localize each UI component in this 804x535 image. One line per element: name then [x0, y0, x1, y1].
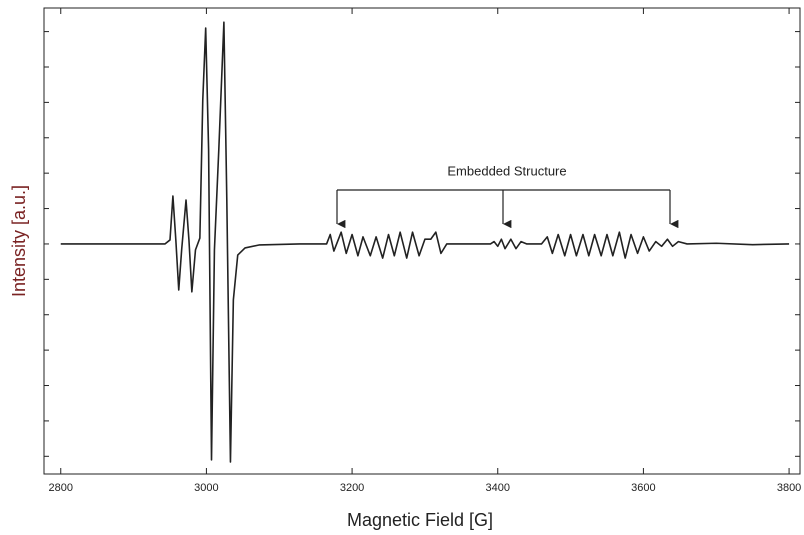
x-tick-label: 3000 — [194, 482, 218, 494]
spectrum-line — [60, 21, 790, 463]
x-tick-label: 3400 — [486, 482, 510, 494]
x-tick-label: 2800 — [49, 482, 73, 494]
annotation: Embedded Structure — [447, 163, 566, 178]
x-tick-label: 3200 — [340, 482, 364, 494]
x-axis-label: Magnetic Field [G] — [347, 510, 493, 530]
annotation-bracket — [336, 189, 679, 229]
y-axis-label: Intensity [a.u.] — [9, 185, 29, 297]
x-tick-label: 3800 — [777, 482, 801, 494]
plot-frame — [43, 7, 801, 475]
x-tick-label: 3600 — [631, 482, 655, 494]
